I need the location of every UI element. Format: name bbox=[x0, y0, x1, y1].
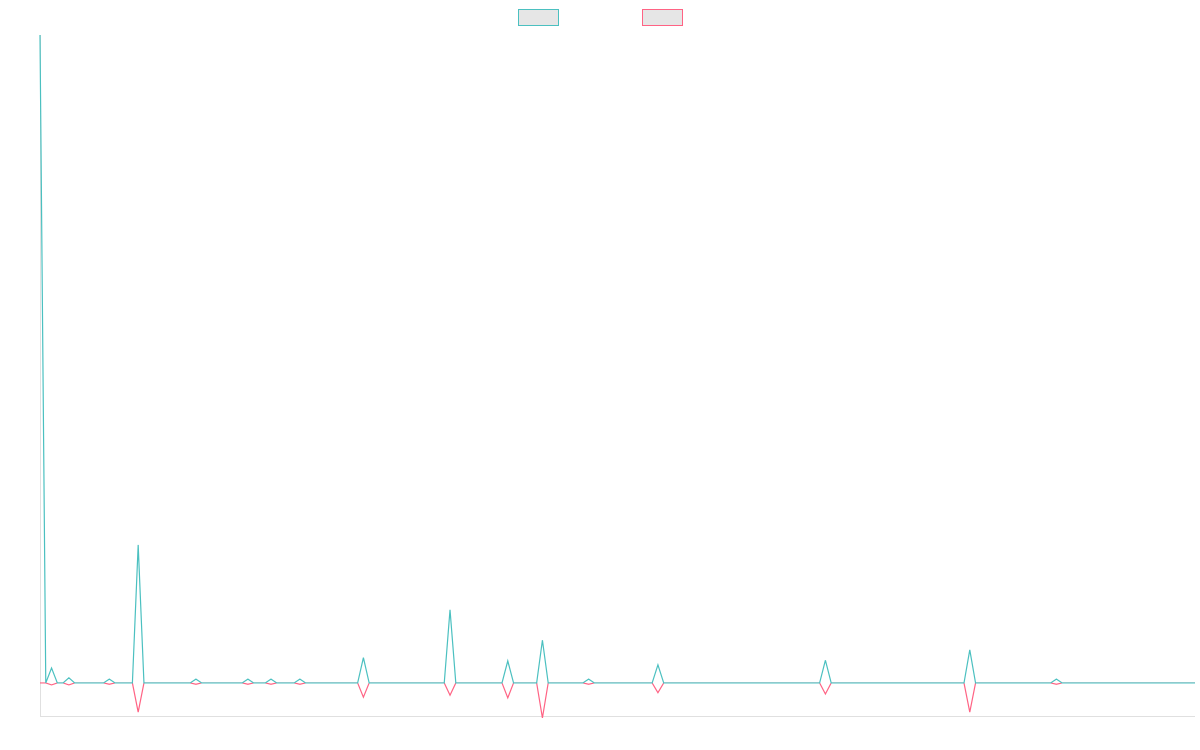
legend-swatch bbox=[518, 9, 559, 26]
legend-swatch bbox=[642, 9, 683, 26]
series-line bbox=[39, 34, 1195, 684]
series-line bbox=[40, 682, 1195, 719]
